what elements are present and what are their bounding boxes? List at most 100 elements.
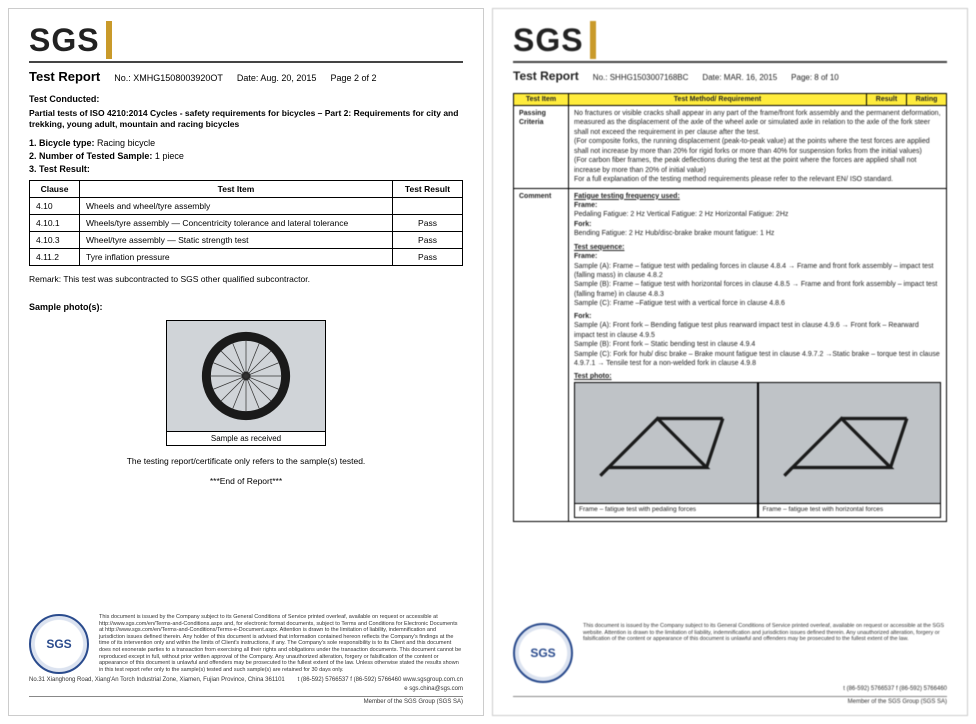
- seq-title: Test sequence:: [574, 243, 941, 252]
- footer-member: Member of the SGS Group (SGS SA): [29, 696, 463, 705]
- passing-criteria-text: No fractures or visible cracks shall app…: [569, 106, 947, 189]
- th-clause: Clause: [30, 181, 80, 198]
- result-label-line: 3. Test Result:: [29, 164, 463, 174]
- seq-fork-label: Fork:: [574, 312, 941, 321]
- frame-photo-1: [575, 383, 757, 503]
- cell-item: Wheel/tyre assembly — Static strength te…: [80, 232, 393, 249]
- page-num: Page 2 of 2: [330, 73, 376, 83]
- sample-photo-title: Sample photo(s):: [29, 302, 463, 312]
- footer-email: e sgs.china@sgs.com: [404, 686, 463, 692]
- header-line: Test Report No.: SHHG1503007168BC Date: …: [513, 69, 947, 83]
- seq-fb: Sample (B): Front fork – Static bending …: [574, 340, 941, 349]
- bike-frame-icon: [768, 389, 931, 497]
- footer-member: Member of the SGS Group (SGS SA): [513, 696, 947, 705]
- cell-item: Tyre inflation pressure: [80, 249, 393, 266]
- seq-c: Sample (C): Frame –Fatigue test with a v…: [574, 299, 941, 308]
- th-item: Test Item: [80, 181, 393, 198]
- test-photo-row: Frame – fatigue test with pedaling force…: [574, 382, 941, 518]
- th-result: Test Result: [393, 181, 463, 198]
- sgs-seal-icon: SGS: [29, 614, 89, 674]
- test-conducted-label: Test Conducted:: [29, 94, 463, 104]
- logo-bar: [106, 21, 112, 59]
- report-date: Aug. 20, 2015: [260, 73, 316, 83]
- th-rating: Rating: [907, 94, 947, 106]
- footer-tel: t (86-592) 5766537 f (86-592) 5766460 ww…: [298, 677, 463, 683]
- photo-caption-2: Frame – fatigue test with horizontal for…: [759, 503, 941, 517]
- seq-fa: Sample (A): Front fork – Bending fatigue…: [574, 321, 941, 340]
- wheel-icon: [201, 331, 291, 421]
- logo-row: SGS: [29, 21, 463, 63]
- wheel-photo: [167, 321, 325, 431]
- comment-cell: Fatigue testing frequency used: Frame: P…: [569, 188, 947, 521]
- test-photo-title: Test photo:: [574, 372, 941, 381]
- header-line: Test Report No.: XMHG1508003920OT Date: …: [29, 69, 463, 84]
- frame-photo-2: [759, 383, 941, 503]
- sgs-logo: SGS: [513, 22, 584, 59]
- th-method: Test Method/ Requirement: [569, 94, 867, 106]
- sample-photo-box: Sample as received: [166, 320, 326, 446]
- seq-frame-label: Frame:: [574, 252, 941, 261]
- end-note-2: ***End of Report***: [29, 476, 463, 486]
- logo-bar: [590, 21, 596, 59]
- sgs-logo: SGS: [29, 22, 100, 59]
- sample-caption: Sample as received: [167, 431, 325, 445]
- photo-cell-2: Frame – fatigue test with horizontal for…: [758, 382, 942, 518]
- logo-row: SGS: [513, 21, 947, 63]
- freq-title: Fatigue testing frequency used:: [574, 192, 941, 201]
- end-note-1: The testing report/certificate only refe…: [29, 456, 463, 466]
- photo-caption-1: Frame – fatigue test with pedaling force…: [575, 503, 757, 517]
- frame-freq: Pedaling Fatigue: 2 Hz Vertical Fatigue:…: [574, 210, 941, 219]
- cell-clause: 4.10: [30, 198, 80, 215]
- date-label: Date:: [237, 73, 259, 83]
- footer-tel: t (86-592) 5766537 f (86-592) 5766460: [843, 686, 947, 692]
- footer-fineprint: This document is issued by the Company s…: [99, 614, 463, 673]
- th-testitem: Test Item: [514, 94, 569, 106]
- report-page-left: SGS Test Report No.: XMHG1508003920OT Da…: [8, 8, 484, 716]
- page-num: Page: 8 of 10: [791, 73, 839, 82]
- fork-label: Fork:: [574, 220, 941, 229]
- remark-text: Remark: This test was subcontracted to S…: [29, 274, 463, 284]
- cell-clause: 4.11.2: [30, 249, 80, 266]
- report-no: XMHG1508003920OT: [133, 73, 223, 83]
- report-title: Test Report: [513, 69, 579, 83]
- no-label: No.:: [114, 73, 131, 83]
- seq-a: Sample (A): Frame – fatigue test with pe…: [574, 262, 941, 281]
- report-page-right: SGS Test Report No.: SHHG1503007168BC Da…: [492, 8, 968, 716]
- seq-fc: Sample (C): Fork for hub/ disc brake – B…: [574, 350, 941, 369]
- table-row: 4.11.2Tyre inflation pressurePass: [30, 249, 463, 266]
- table-row: 4.10Wheels and wheel/tyre assembly: [30, 198, 463, 215]
- no-label: No.:: [593, 73, 608, 82]
- cell-item: Wheels/tyre assembly — Concentricity tol…: [80, 215, 393, 232]
- cell-item: Wheels and wheel/tyre assembly: [80, 198, 393, 215]
- cell-result: Pass: [393, 249, 463, 266]
- sgs-seal-icon: SGS: [513, 623, 573, 683]
- date-label: Date:: [702, 73, 721, 82]
- page-footer: SGS This document is issued by the Compa…: [513, 623, 947, 705]
- footer-address: No.31 Xianghong Road, Xiang'An Torch Ind…: [29, 677, 285, 683]
- photo-cell-1: Frame – fatigue test with pedaling force…: [574, 382, 758, 518]
- report-date: MAR. 16, 2015: [724, 73, 777, 82]
- cell-result: Pass: [393, 215, 463, 232]
- frame-label: Frame:: [574, 201, 941, 210]
- bike-frame-icon: [584, 389, 747, 497]
- cell-clause: 4.10.3: [30, 232, 80, 249]
- fork-freq: Bending Fatigue: 2 Hz Hub/disc-brake bra…: [574, 229, 941, 238]
- criteria-table: Test Item Test Method/ Requirement Resul…: [513, 93, 947, 522]
- cell-result: Pass: [393, 232, 463, 249]
- bicycle-type-line: 1. Bicycle type: Racing bicycle: [29, 138, 463, 148]
- report-no: SHHG1503007168BC: [610, 73, 689, 82]
- report-title: Test Report: [29, 69, 100, 84]
- results-table: Clause Test Item Test Result 4.10Wheels …: [29, 180, 463, 266]
- seq-b: Sample (B): Frame – fatigue test with ho…: [574, 280, 941, 299]
- passing-criteria-label: Passing Criteria: [514, 106, 569, 189]
- sample-count-line: 2. Number of Tested Sample: 1 piece: [29, 151, 463, 161]
- test-conducted-desc: Partial tests of ISO 4210:2014 Cycles - …: [29, 108, 463, 130]
- table-row: 4.10.3Wheel/tyre assembly — Static stren…: [30, 232, 463, 249]
- cell-clause: 4.10.1: [30, 215, 80, 232]
- page-footer: SGS This document is issued by the Compa…: [29, 614, 463, 705]
- table-row: 4.10.1Wheels/tyre assembly — Concentrici…: [30, 215, 463, 232]
- cell-result: [393, 198, 463, 215]
- footer-fineprint: This document is issued by the Company s…: [583, 623, 947, 643]
- th-result: Result: [867, 94, 907, 106]
- comment-label: Comment: [514, 188, 569, 521]
